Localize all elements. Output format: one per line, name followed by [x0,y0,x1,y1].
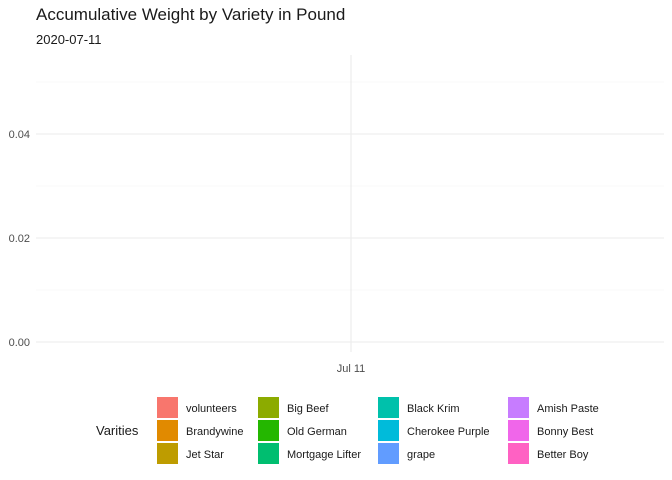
legend-swatch [378,397,399,418]
y-tick-label: 0.04 [9,129,30,141]
legend-label: Better Boy [537,449,589,461]
legend-label: Jet Star [186,449,224,461]
legend-swatch [258,397,279,418]
legend-title: Varities [96,423,139,438]
y-tick-label: 0.00 [9,337,30,349]
legend-swatch [258,420,279,441]
y-axis: 0.00 0.02 0.04 [9,129,30,349]
legend-label: volunteers [186,403,237,415]
legend-label: Brandywine [186,426,243,438]
legend-swatch [508,397,529,418]
legend-swatch [508,420,529,441]
legend: Varities volunteers Brandywine Jet Star Big… [96,397,599,464]
legend-swatch [157,420,178,441]
legend-label: Cherokee Purple [407,426,490,438]
legend-label: Old German [287,426,347,438]
legend-label: Black Krim [407,403,460,415]
x-axis: Jul 11 [337,363,366,375]
legend-swatch [157,397,178,418]
legend-label: Mortgage Lifter [287,449,361,461]
legend-swatch [157,443,178,464]
legend-label: grape [407,449,435,461]
legend-swatch [378,420,399,441]
grid [36,55,664,352]
chart-title: Accumulative Weight by Variety in Pound [36,5,345,24]
legend-swatch [508,443,529,464]
x-tick-label: Jul 11 [337,363,366,375]
legend-swatch [258,443,279,464]
legend-label: Big Beef [287,403,330,415]
chart-subtitle: 2020-07-11 [36,32,102,47]
legend-label: Amish Paste [537,403,599,415]
y-tick-label: 0.02 [9,233,30,245]
legend-swatch [378,443,399,464]
legend-label: Bonny Best [537,426,593,438]
